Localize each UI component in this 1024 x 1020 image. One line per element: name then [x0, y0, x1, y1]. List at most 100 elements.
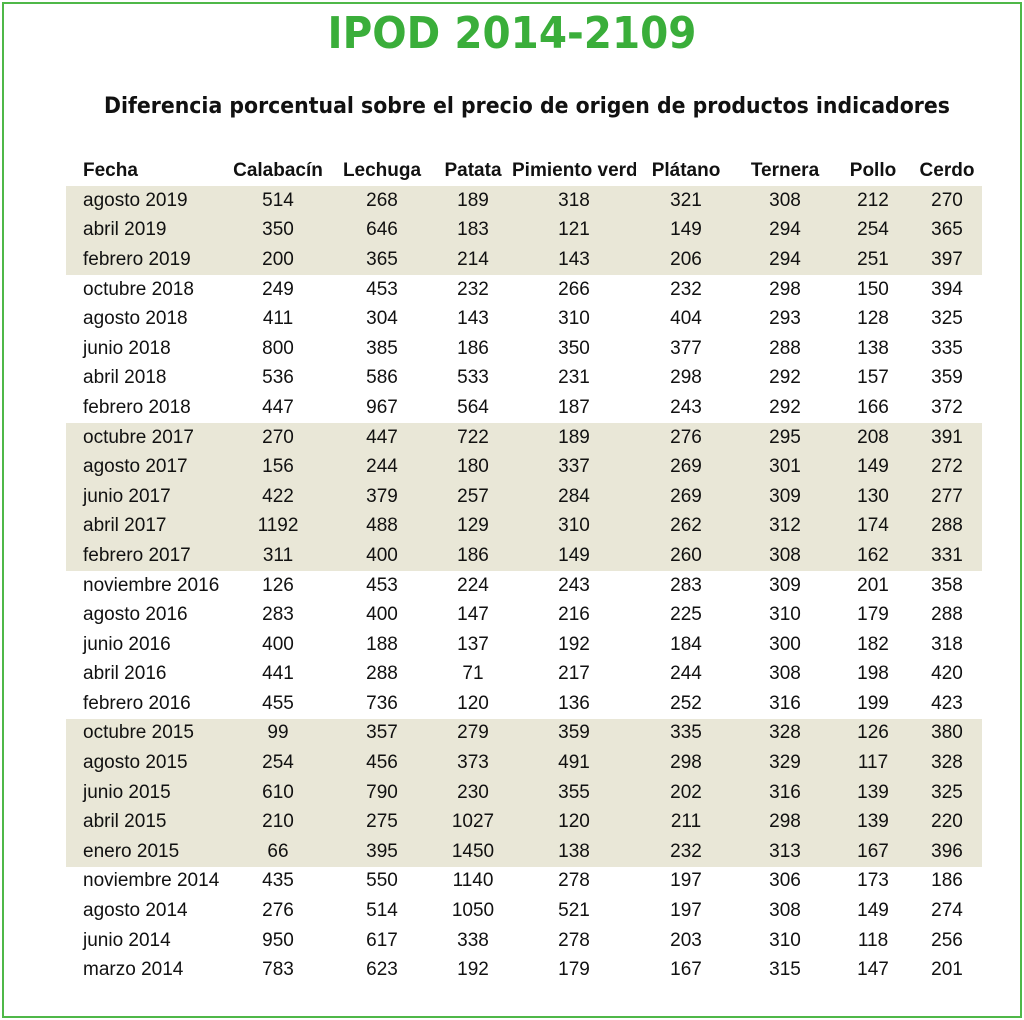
table-cell-value: 260: [636, 541, 736, 571]
table-cell-value: 357: [330, 718, 434, 749]
table-cell-value: 252: [670, 692, 702, 714]
table-cell-value: 335: [636, 718, 736, 749]
table-cell-value: 149: [512, 541, 636, 571]
table-cell-value: 329: [736, 748, 834, 778]
column-header-pollo: Pollo: [849, 160, 897, 181]
table-cell-date: abril 2015: [66, 807, 226, 838]
table-cell-value: 800: [262, 337, 294, 359]
table-cell-value: 130: [834, 481, 912, 512]
table-row: octubre 2015 99 357 279 359 335 328 126 380: [66, 718, 982, 749]
table-row: agosto 2015 254 456 373 491 298 329 117 328: [66, 748, 982, 778]
table-cell-value: 337: [512, 452, 636, 482]
column-header-fecha: Fecha: [83, 160, 138, 181]
table-cell-date: enero 2015: [66, 837, 226, 867]
table-cell-value: 217: [558, 663, 590, 685]
table-row: agosto 2019 514 268 189 318 321 308 212 270: [66, 186, 982, 216]
table-cell-value: 298: [670, 367, 702, 389]
table-cell-value: 167: [670, 959, 702, 981]
table-cell-value: 157: [857, 367, 889, 389]
table-cell-value: 244: [330, 452, 434, 482]
table-row: octubre 2017 270 447 722 189 276 295 208 391: [66, 422, 982, 453]
table-cell-value: 201: [857, 574, 889, 596]
table-cell-value: 262: [636, 511, 736, 542]
table-cell-value: 301: [736, 452, 834, 482]
table-cell-value: 316: [736, 777, 834, 808]
table-cell-value: 117: [834, 748, 912, 778]
table-cell-value: 230: [434, 777, 512, 808]
table-cell-value: 121: [512, 215, 636, 246]
table-row: abril 2017 1192 488 129 310 262 312 174 288: [66, 511, 982, 542]
table-cell-value: 149: [636, 215, 736, 246]
table-cell-value: 149: [834, 452, 912, 482]
table-cell-value: 139: [834, 807, 912, 838]
table-cell-value: 350: [226, 215, 330, 246]
table-cell-value: 212: [834, 186, 912, 216]
table-cell-value: 325: [912, 777, 982, 808]
table-cell-value: 372: [931, 396, 963, 418]
table-cell-value: 312: [736, 511, 834, 542]
table-cell-value: 400: [330, 541, 434, 571]
table-cell-value: 350: [558, 337, 590, 359]
table-cell-value: 950: [262, 929, 294, 951]
table-cell-date: octubre 2017: [66, 422, 226, 453]
table-cell-value: 308: [736, 186, 834, 216]
table-cell-value: 269: [636, 452, 736, 482]
table-row: junio 2018 800 385 186 350 377 288 138 335: [66, 334, 982, 364]
table-cell-value: 385: [366, 337, 398, 359]
table-cell-value: 272: [912, 452, 982, 482]
table-cell-value: 292: [769, 367, 801, 389]
table-cell-value: 249: [262, 278, 294, 300]
table-cell-date: agosto 2018: [83, 308, 188, 330]
table-cell-value: 192: [457, 959, 489, 981]
table-cell-value: 309: [736, 481, 834, 512]
table-cell-value: 232: [670, 278, 702, 300]
table-cell-value: 276: [262, 900, 294, 922]
table-cell-value: 211: [636, 807, 736, 838]
table-row: junio 2017 422 379 257 284 269 309 130 277: [66, 481, 982, 512]
table-cell-date: junio 2015: [66, 777, 226, 808]
table-cell-value: 199: [857, 692, 889, 714]
table-cell-value: 533: [457, 367, 489, 389]
table-cell-date: abril 2018: [83, 367, 167, 389]
table-cell-value: 274: [931, 900, 963, 922]
table-cell-value: 288: [931, 604, 963, 626]
table-cell-value: 256: [931, 929, 963, 951]
table-cell-value: 441: [262, 663, 294, 685]
table-cell-value: 243: [558, 574, 590, 596]
table-cell-value: 311: [226, 541, 330, 571]
table-cell-value: 328: [912, 748, 982, 778]
table-cell-value: 586: [366, 367, 398, 389]
table-cell-value: 147: [457, 604, 489, 626]
table-cell-value: 186: [931, 870, 963, 892]
table-cell-value: 359: [931, 367, 963, 389]
table-cell-value: 294: [736, 245, 834, 275]
table-cell-value: 404: [670, 308, 702, 330]
table-cell-value: 279: [434, 718, 512, 749]
table-cell-value: 276: [636, 422, 736, 453]
table-cell-value: 201: [931, 959, 963, 981]
table-cell-value: 298: [636, 748, 736, 778]
table-cell-value: 315: [769, 959, 801, 981]
table-cell-date: abril 2017: [66, 511, 226, 542]
table-cell-value: 179: [857, 604, 889, 626]
column-header-cerdo: Cerdo: [919, 160, 975, 181]
table-cell-value: 173: [857, 870, 889, 892]
table-cell-value: 126: [262, 574, 294, 596]
table-cell-date: agosto 2017: [66, 452, 226, 482]
table-cell-value: 396: [912, 837, 982, 867]
table-cell-value: 288: [912, 511, 982, 542]
table-cell-value: 275: [330, 807, 434, 838]
table-cell-value: 456: [330, 748, 434, 778]
table-cell-value: 420: [931, 663, 963, 685]
table-cell-date: abril 2019: [66, 215, 226, 246]
table-cell-value: 244: [670, 663, 702, 685]
table-cell-value: 308: [769, 900, 801, 922]
table-cell-value: 136: [558, 692, 590, 714]
table-cell-value: 166: [857, 396, 889, 418]
table-cell-value: 365: [912, 215, 982, 246]
table-cell-value: 288: [366, 663, 398, 685]
table-cell-date: noviembre 2014: [83, 870, 220, 892]
table-cell-date: noviembre 2016: [83, 574, 220, 596]
table-cell-value: 435: [262, 870, 294, 892]
table-cell-value: 288: [769, 337, 801, 359]
